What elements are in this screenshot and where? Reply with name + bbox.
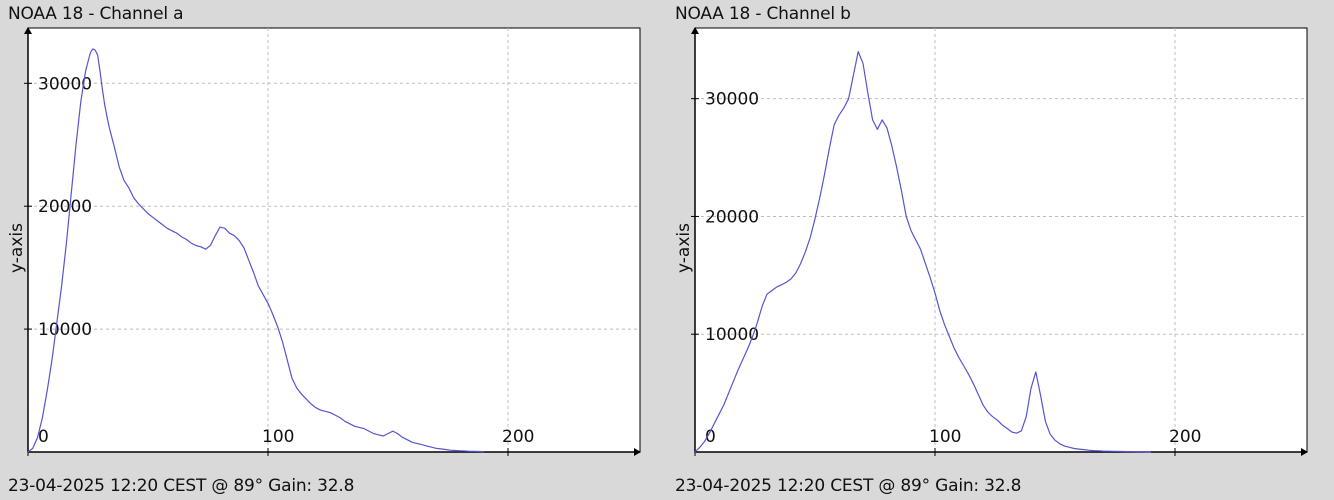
x-axis-arrow — [634, 448, 641, 456]
panel-channel-b: NOAA 18 - Channel b 0 100 200 10000 20000 300… — [667, 0, 1334, 500]
y-tick-label: 20000 — [38, 197, 92, 217]
y-axis-arrow — [24, 27, 32, 34]
series-line — [694, 50, 1151, 453]
y-axis-title: y-axis — [7, 223, 27, 273]
x-tick-label: 200 — [1169, 427, 1201, 447]
x-tick-label: 200 — [502, 427, 534, 447]
y-axis-arrow — [691, 27, 699, 34]
chart-title: NOAA 18 - Channel a — [8, 4, 184, 24]
series-line — [27, 48, 485, 453]
y-tick-label: 20000 — [705, 207, 759, 227]
chart-channel-a: 0 100 200 10000 20000 30000 y-axis — [7, 27, 641, 456]
y-tick-label: 10000 — [38, 320, 92, 340]
chart-footer: 23-04-2025 12:20 CEST @ 89° Gain: 32.8 — [8, 476, 355, 496]
x-tick-label: 0 — [38, 427, 49, 447]
chart-channel-b: 0 100 200 10000 20000 30000 y-axis — [674, 27, 1308, 456]
x-axis-arrow — [1301, 448, 1308, 456]
y-axis-title: y-axis — [674, 223, 694, 273]
x-tick-label: 100 — [929, 427, 961, 447]
chart-footer: 23-04-2025 12:20 CEST @ 89° Gain: 32.8 — [675, 476, 1022, 496]
plot-area — [27, 27, 641, 453]
y-tick-label: 10000 — [705, 325, 759, 345]
x-tick-label: 0 — [705, 427, 716, 447]
plot-area — [694, 27, 1308, 453]
y-tick-label: 30000 — [38, 74, 92, 94]
panel-channel-a: NOAA 18 - Channel a 0 100 200 10000 20000 300… — [7, 4, 641, 496]
y-tick-label: 30000 — [705, 90, 759, 110]
x-tick-label: 100 — [262, 427, 294, 447]
chart-title: NOAA 18 - Channel b — [675, 4, 851, 24]
